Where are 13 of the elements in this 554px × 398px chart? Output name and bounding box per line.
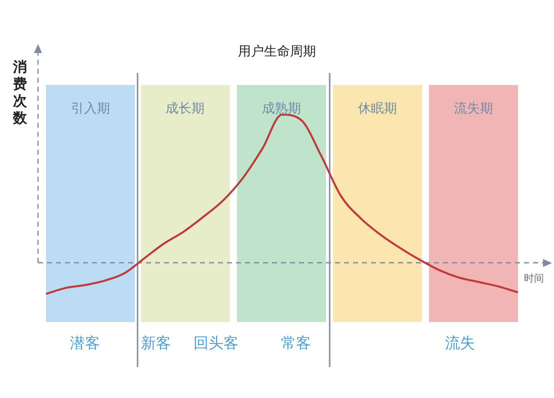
text: 回头客 — [193, 334, 238, 352]
text: 潜客 — [70, 334, 100, 352]
annotation: 流失期 — [454, 100, 494, 116]
annotation: 成长期 — [166, 101, 205, 116]
y-axis-title: 消费次数 — [12, 60, 28, 127]
text: 新客 — [140, 334, 171, 352]
chart-title: 用户生命周期 — [238, 44, 316, 60]
text: 常客 — [281, 334, 312, 352]
x-axis-title: 时间 — [524, 272, 544, 284]
annotation: 休眠期 — [358, 101, 397, 116]
annotation: 成熟期 — [262, 101, 302, 116]
text: 流失 — [444, 334, 475, 352]
annotation: 引入期 — [70, 101, 110, 116]
